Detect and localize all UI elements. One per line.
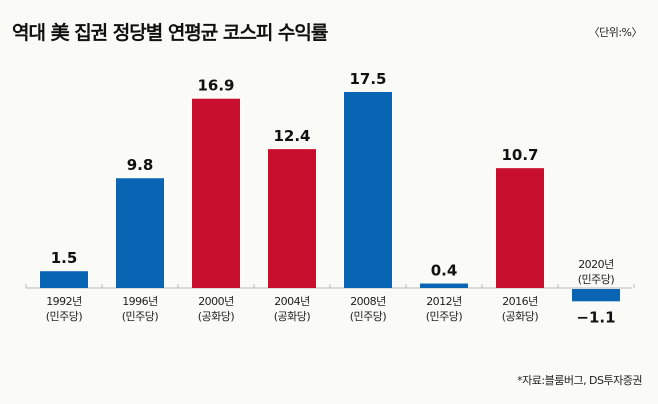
bar <box>572 289 620 302</box>
party-label: (공화당) <box>198 310 235 323</box>
source-note: *자료:블룸버그, DS투자증권 <box>517 374 642 387</box>
unit-label: 〈단위:%〉 <box>588 26 643 39</box>
data-label: 10.7 <box>501 146 538 164</box>
party-label: (민주당) <box>122 310 159 323</box>
data-label: 9.8 <box>127 156 154 174</box>
bar <box>40 271 88 288</box>
data-label: 17.5 <box>349 70 386 88</box>
bar <box>192 98 240 288</box>
category-label: 1996년 <box>122 295 158 308</box>
party-label: (민주당) <box>46 310 83 323</box>
category-label: 2008년 <box>350 295 386 308</box>
data-label: 12.4 <box>273 127 310 145</box>
category-label: 2012년 <box>426 295 462 308</box>
category-label: 2000년 <box>198 295 234 308</box>
bar <box>420 283 468 288</box>
category-label: 2020년 <box>578 258 614 271</box>
party-label: (민주당) <box>578 273 615 286</box>
bar <box>344 92 392 288</box>
data-label: −1.1 <box>576 308 615 326</box>
party-label: (민주당) <box>426 310 463 323</box>
category-label: 2004년 <box>274 295 310 308</box>
data-label: 16.9 <box>197 77 234 95</box>
category-label: 1992년 <box>46 295 82 308</box>
party-label: (공화당) <box>502 310 539 323</box>
bar <box>268 149 316 288</box>
bar <box>496 168 544 288</box>
party-label: (공화당) <box>274 310 311 323</box>
category-label: 2016년 <box>502 295 538 308</box>
data-label: 1.5 <box>51 249 78 267</box>
party-label: (민주당) <box>350 310 387 323</box>
chart-title: 역대 美 집권 정당별 연평균 코스피 수익률 <box>12 22 328 44</box>
data-label: 0.4 <box>431 262 458 280</box>
bar <box>116 178 164 288</box>
